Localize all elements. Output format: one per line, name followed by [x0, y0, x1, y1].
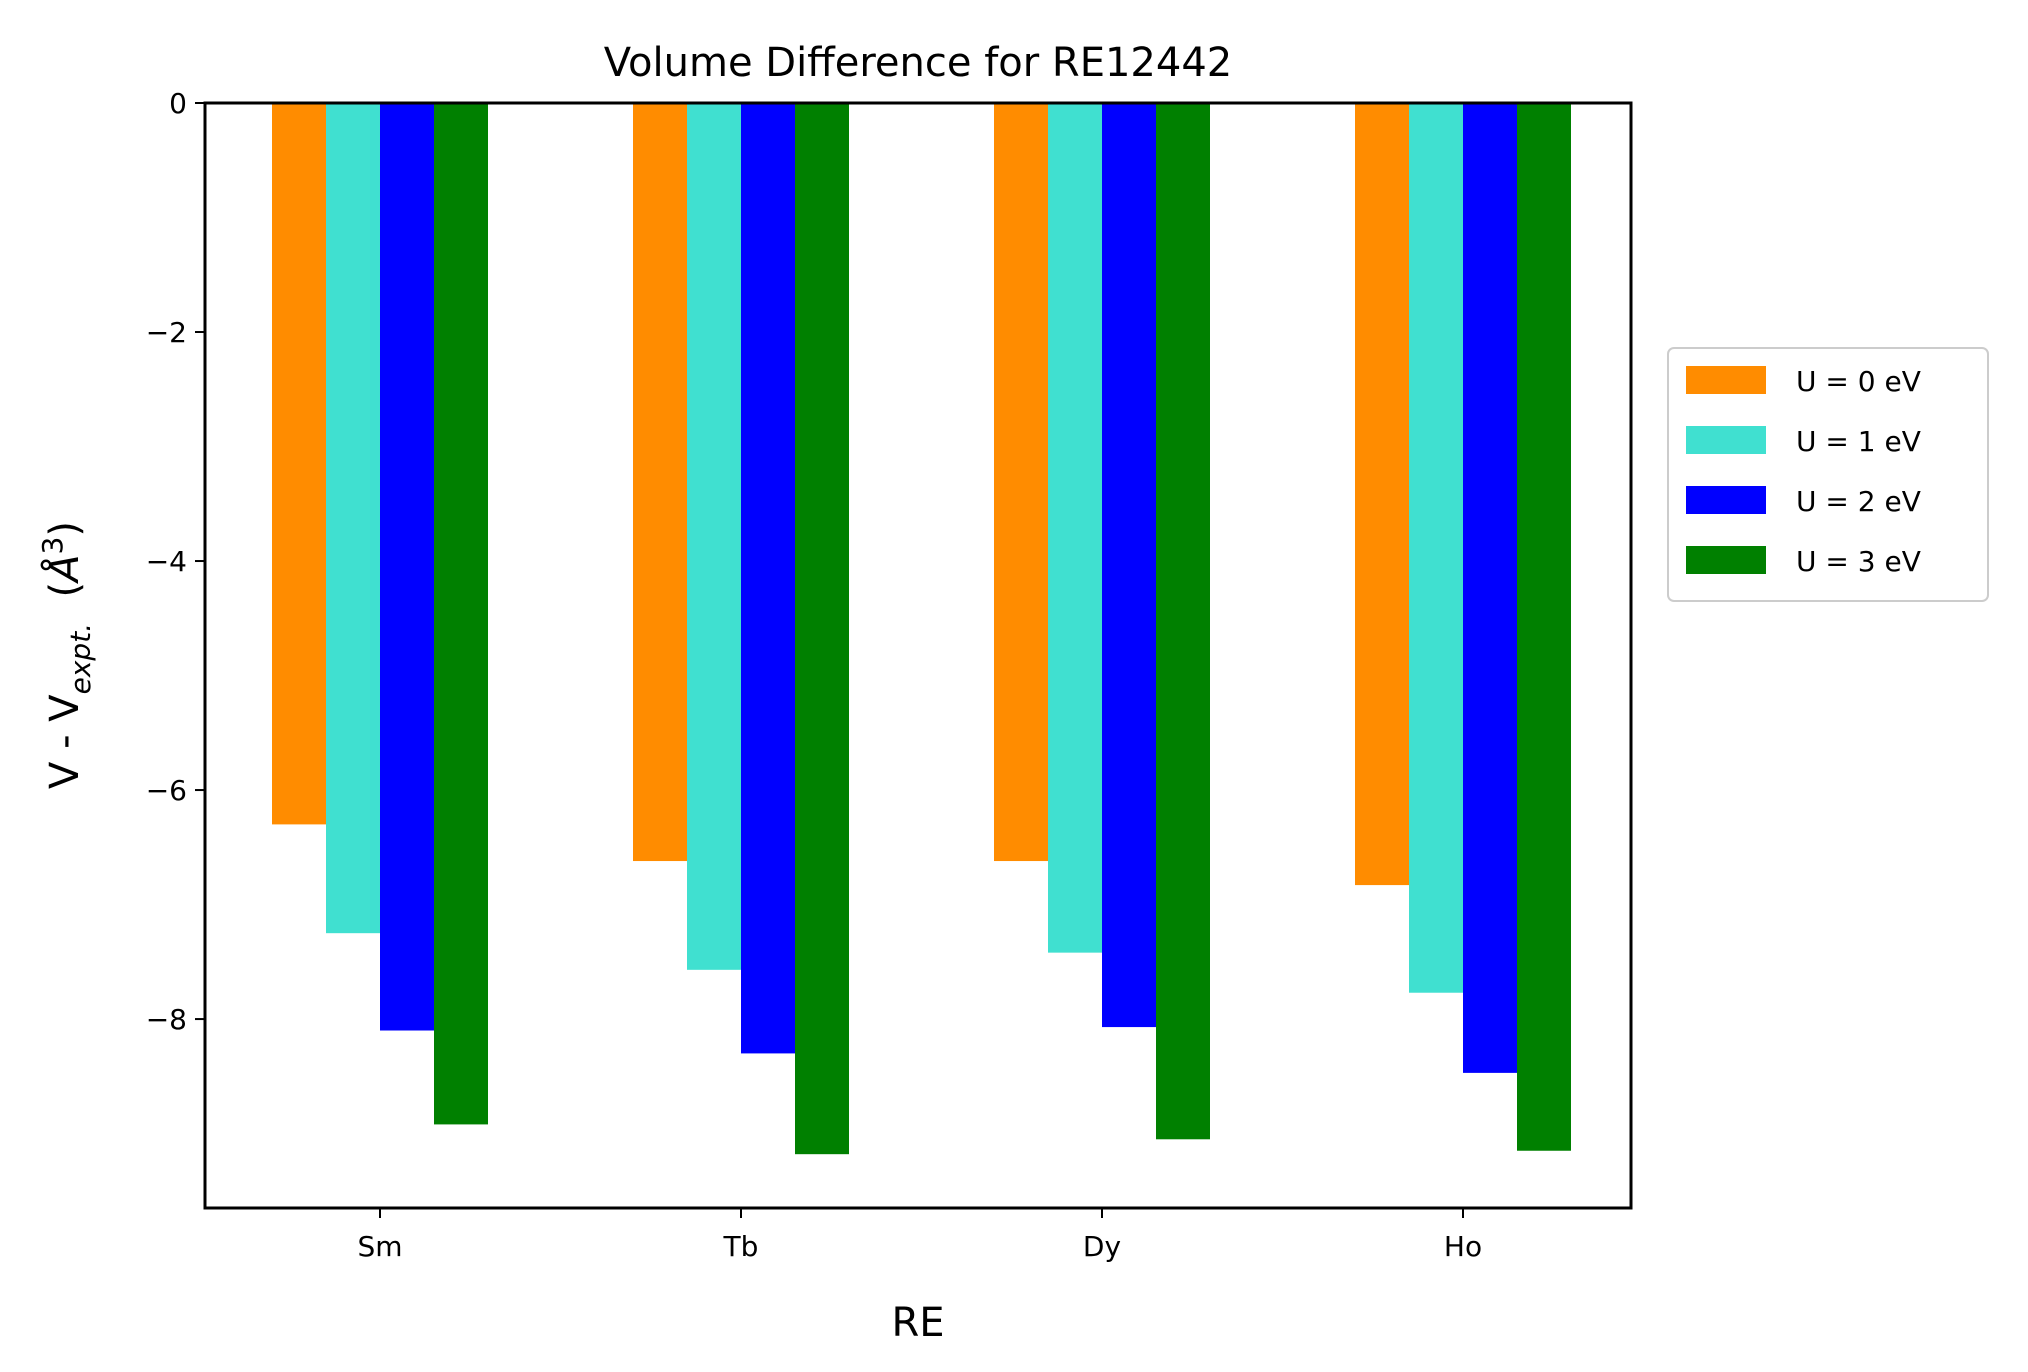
- bar-sm-series-2: [380, 103, 434, 1031]
- bar-dy-series-0: [994, 103, 1048, 862]
- legend-label-1: U = 1 eV: [1796, 425, 1921, 458]
- legend-box: [1667, 347, 1989, 602]
- bar-tb-series-1: [687, 103, 741, 970]
- bar-tb-series-0: [633, 103, 687, 862]
- y-axis-label-close: ): [42, 521, 88, 537]
- y-axis-label-prefix: V - V: [42, 694, 88, 789]
- legend-label-2: U = 2 eV: [1796, 485, 1921, 518]
- y-tick-label: −2: [146, 316, 187, 349]
- legend-swatch-0: [1686, 366, 1766, 394]
- legend: U = 0 eV U = 1 eV U = 2 eV U = 3 eV: [1667, 347, 1989, 602]
- y-tick-label: −8: [146, 1003, 187, 1036]
- y-tick-label: 0: [169, 87, 187, 120]
- plot-frame: [203, 101, 1633, 1210]
- y-axis-ticks: 0 −2 −4 −6 −8: [146, 87, 205, 1036]
- y-tick-label: −6: [146, 774, 187, 807]
- bar-ho-series-2: [1463, 103, 1517, 1073]
- x-axis-label: RE: [891, 1300, 944, 1346]
- bar-sm-series-3: [434, 103, 488, 1125]
- y-axis-label-subscript: expt.: [64, 623, 97, 694]
- y-axis-label-unit: Å: [40, 554, 88, 584]
- chart-title: Volume Difference for RE12442: [604, 40, 1232, 86]
- legend-swatch-2: [1686, 486, 1766, 514]
- legend-swatch-1: [1686, 426, 1766, 454]
- bar-dy-series-1: [1048, 103, 1102, 953]
- bar-tb-series-3: [795, 103, 849, 1155]
- x-axis-ticks: Sm Tb Dy Ho: [357, 1208, 1482, 1263]
- y-axis-label-superscript: 3: [36, 537, 69, 555]
- x-tick-label-ho: Ho: [1444, 1230, 1482, 1263]
- bar-dy-series-2: [1102, 103, 1156, 1028]
- bars-group: [272, 103, 1571, 1155]
- y-tick-label: −4: [146, 545, 187, 578]
- legend-label-0: U = 0 eV: [1796, 365, 1921, 398]
- x-tick-label-tb: Tb: [723, 1230, 759, 1263]
- y-axis-label: V - Vexpt. (Å3): [36, 521, 97, 789]
- bar-sm-series-0: [272, 103, 326, 825]
- bar-dy-series-3: [1156, 103, 1210, 1140]
- bar-ho-series-3: [1517, 103, 1571, 1151]
- bar-sm-series-1: [326, 103, 380, 934]
- x-tick-label-sm: Sm: [357, 1230, 402, 1263]
- bar-ho-series-1: [1409, 103, 1463, 993]
- y-axis-label-open: (: [42, 582, 88, 623]
- legend-swatch-3: [1686, 546, 1766, 574]
- legend-label-3: U = 3 eV: [1796, 545, 1921, 578]
- bar-ho-series-0: [1355, 103, 1409, 886]
- bar-tb-series-2: [741, 103, 795, 1054]
- x-tick-label-dy: Dy: [1083, 1230, 1121, 1263]
